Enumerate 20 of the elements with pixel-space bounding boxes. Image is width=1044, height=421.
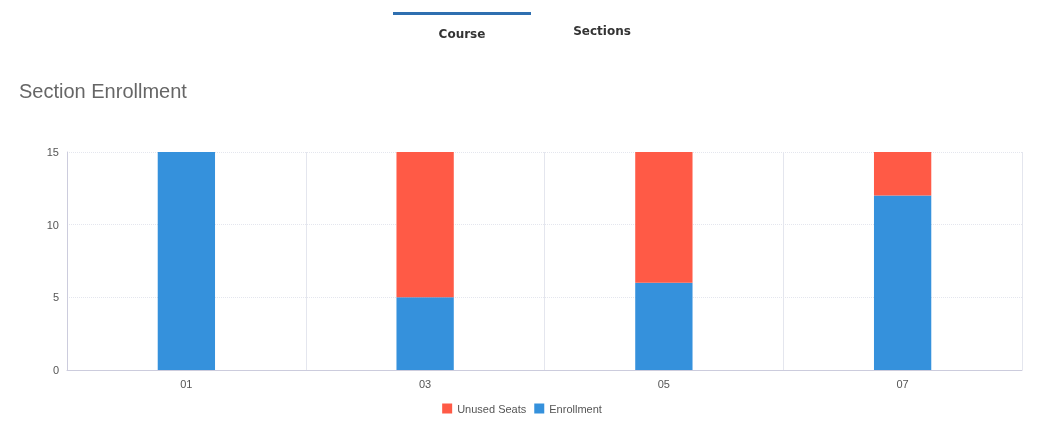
x-tick-label: 03 (419, 377, 432, 390)
bar (157, 152, 216, 370)
bar (396, 152, 454, 298)
legend-label: Unused Seats (457, 402, 527, 415)
chart-title: Section Enrollment (19, 80, 188, 102)
y-tick-label: 0 (52, 364, 59, 376)
bar (635, 282, 693, 370)
x-tick-label: 07 (896, 377, 909, 390)
text: Sections (572, 23, 632, 40)
bar (873, 152, 932, 196)
bar (635, 152, 693, 283)
y-tick-label: 15 (46, 146, 59, 158)
legend-label: Enrollment (549, 402, 602, 415)
text: Course (393, 12, 531, 51)
bar (396, 297, 454, 370)
x-tick-label: 01 (180, 377, 193, 390)
y-tick-label: 5 (52, 291, 59, 304)
y-tick-label: 10 (46, 218, 59, 231)
bar (873, 195, 932, 370)
x-tick-label: 05 (657, 377, 670, 390)
